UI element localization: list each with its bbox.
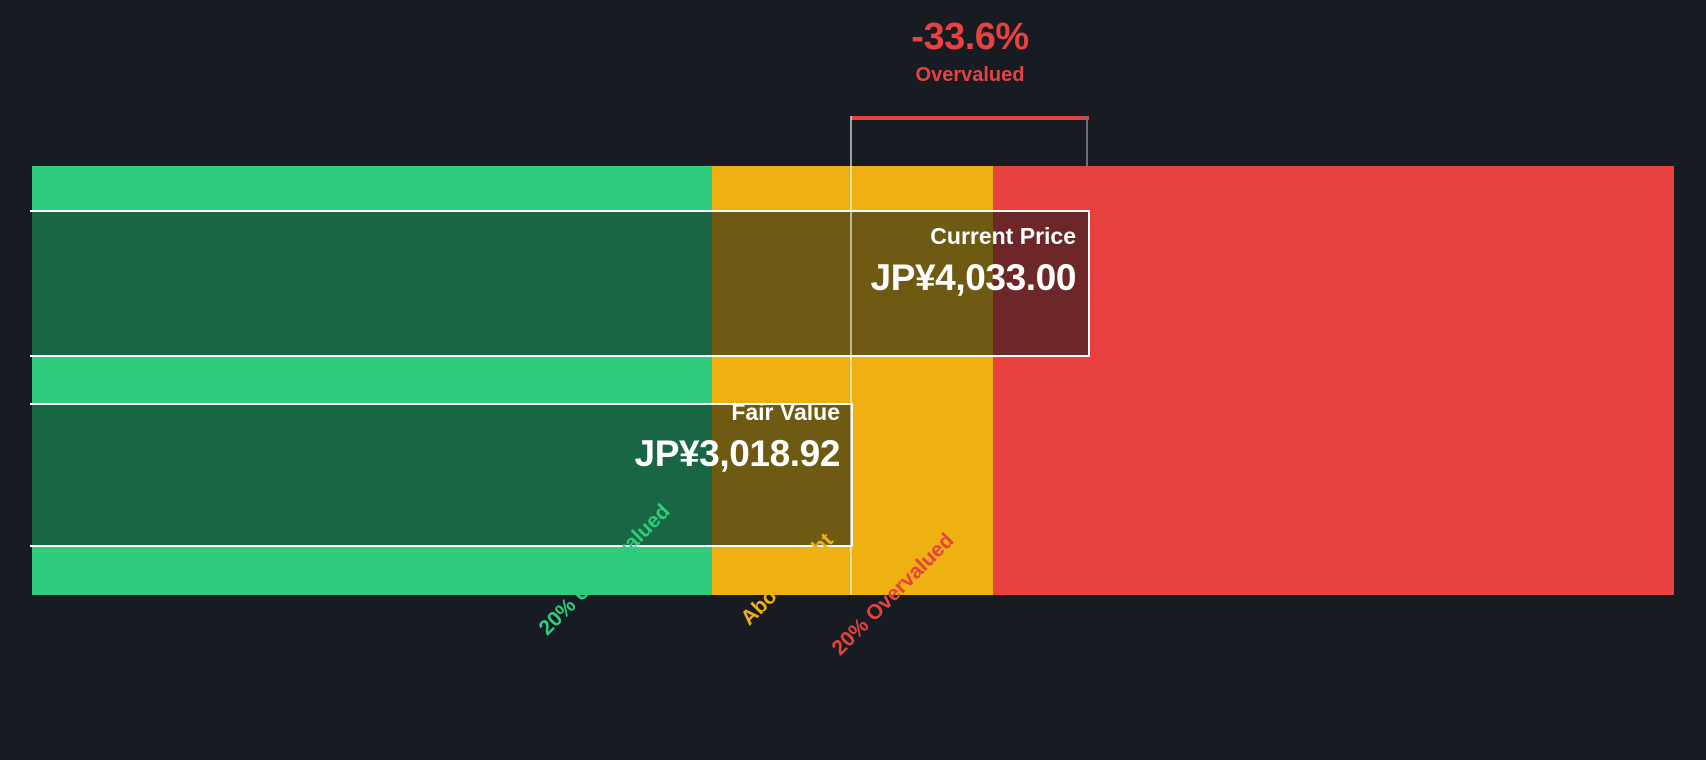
current-price-amount: JP¥4,033.00: [870, 257, 1077, 299]
fair-value-amount: JP¥3,018.92: [634, 433, 841, 475]
overvaluation-bracket-right-rule: [1086, 116, 1088, 211]
current-price-marker-line: [850, 116, 852, 595]
zone-overvalued: [993, 166, 1674, 595]
valuation-verdict: Overvalued: [915, 64, 1025, 86]
fair-value-caption: Fair Value: [731, 399, 840, 425]
valuation-headline: -33.6% Overvalued: [851, 18, 1089, 85]
overvaluation-bracket-top: [851, 116, 1089, 120]
valuation-percent: -33.6%: [911, 16, 1029, 58]
current-price-label: Current Price JP¥4,033.00: [500, 223, 1077, 299]
fair-value-label: Fair Value JP¥3,018.92: [300, 399, 841, 475]
current-price-caption: Current Price: [930, 223, 1076, 249]
